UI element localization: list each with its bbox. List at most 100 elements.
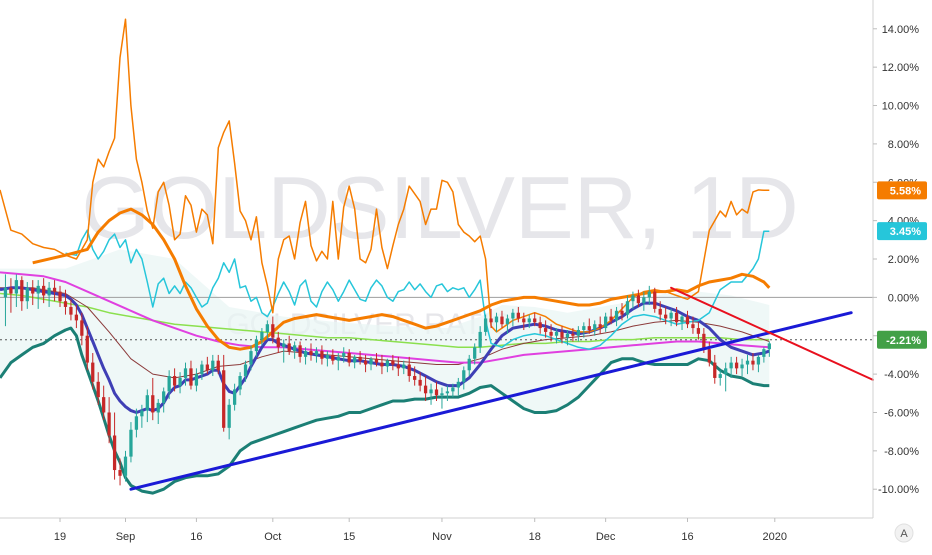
candle-body [325,354,330,359]
candle [440,387,444,409]
candle [96,372,100,405]
price-badge-bg [877,181,927,200]
candle [14,274,19,307]
series-bb-mid [0,286,770,414]
candle [647,285,651,306]
candle [582,322,586,338]
candle [511,308,515,327]
candle-body [380,362,384,367]
candle-body [718,374,722,378]
candle-body [293,345,297,352]
candle-body [604,316,608,329]
auto-scale-circle[interactable] [894,523,914,543]
candle [123,450,128,482]
candle [211,354,215,377]
candle-body [543,328,548,332]
price-badges: 5.58% 3.45% -2.21% [877,181,927,349]
candle-body [707,349,711,363]
trendline-red[interactable] [670,286,874,381]
candle-body [271,324,275,338]
candle [3,274,8,327]
candle [42,278,46,304]
candle [522,312,526,330]
candle [20,276,24,311]
candle [740,358,744,377]
candle [282,339,286,363]
candle-body [489,318,493,323]
x-tick-label: 18 [529,531,541,543]
candle [102,385,106,421]
price-badge-label: -2.21% [886,335,921,347]
candle-body [593,324,597,330]
candle [402,360,406,375]
candle-body [260,331,264,340]
candle-body [631,295,635,302]
candle-body [614,310,619,321]
candle-body [751,360,755,365]
price-badge-bg [877,222,927,241]
candle [31,280,35,306]
candle [718,370,722,386]
candle-body [353,356,357,363]
x-tick-label: Oct [264,531,281,543]
candle-body [609,316,613,321]
candle [549,324,553,342]
candle-body [500,316,504,325]
candle [325,351,330,367]
price-badge: 5.58% [877,181,927,200]
candle-body [276,337,280,348]
candle [145,389,149,423]
candle [598,316,602,334]
y-tick-label: 10.00% [882,101,920,113]
trendline-blue[interactable] [129,311,853,491]
candle-body [74,314,79,321]
candle [685,310,690,329]
candle-body [205,364,209,371]
candle-body [658,308,662,315]
y-tick-label: -10.00% [878,484,919,496]
candle-body [183,368,188,378]
candle-body [216,360,220,371]
candle-body [303,351,308,357]
candle-body [402,364,406,369]
candle [91,353,95,390]
candle-body [734,362,739,369]
y-tick-label: -8.00% [884,446,919,458]
candle [162,387,166,413]
candle-body [467,358,471,371]
candle-body [713,362,717,378]
candle-body [194,374,199,386]
candle-body [363,360,368,365]
candle [571,328,575,342]
candle-body [445,391,450,394]
candle-body [636,295,641,304]
candle [293,341,297,359]
candle [140,404,144,428]
candle [413,366,417,386]
candle-body [565,333,570,338]
candle [467,354,471,377]
candle [385,358,390,373]
candle-body [549,331,553,336]
candle-body [598,324,602,329]
auto-scale-toggle[interactable]: A [894,523,914,543]
candle [112,412,117,480]
y-tick-label: 12.00% [882,62,920,74]
candle [396,356,400,377]
candle [254,335,259,357]
candle [25,282,29,309]
candle [260,328,264,346]
y-tick-label: -4.00% [884,369,919,381]
candle [227,399,231,440]
x-tick-label: Dec [596,531,616,543]
auto-scale-label[interactable]: A [900,528,908,540]
candle [69,299,73,321]
candle [593,320,597,336]
candle-body [96,381,100,398]
candle [451,383,455,398]
candle-body [287,343,291,352]
candle-body [674,312,679,323]
candles-group [3,274,771,486]
